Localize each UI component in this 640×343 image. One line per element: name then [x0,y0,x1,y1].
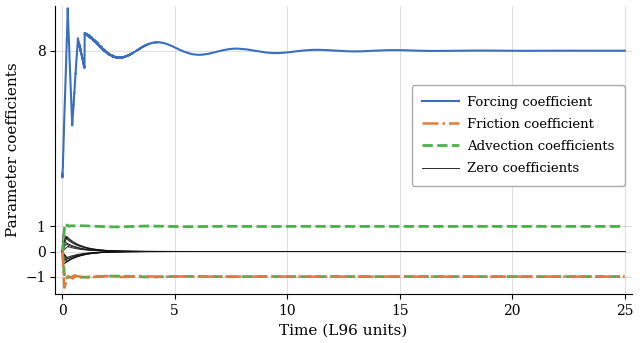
Forcing coefficient [424,49,432,53]
Forcing coefficient [521,49,529,53]
Advection coefficients [396,224,403,228]
Advection coefficients [61,222,68,226]
Forcing coefficient [58,172,66,176]
Friction coefficient [478,274,486,279]
Advection coefficients [424,224,432,228]
Advection coefficients [521,224,529,228]
Zero coefficients [478,249,486,253]
Y-axis label: Parameter coefficients: Parameter coefficients [6,62,20,237]
Advection coefficients [621,224,628,228]
Friction coefficient [58,249,66,253]
Friction coefficient [161,275,168,279]
Forcing coefficient [396,48,404,52]
Zero coefficients [424,249,432,253]
Advection coefficients [478,224,486,228]
Legend: Forcing coefficient, Friction coefficient, Advection coefficients, Zero coeffici: Forcing coefficient, Friction coefficien… [412,85,625,186]
Advection coefficients [161,224,168,228]
Zero coefficients [161,249,168,253]
Zero coefficients [58,249,66,253]
Forcing coefficient [273,51,281,55]
Zero coefficients [521,249,529,253]
Zero coefficients [60,232,67,236]
Friction coefficient [621,274,628,279]
Forcing coefficient [478,48,486,52]
Friction coefficient [58,249,66,253]
Zero coefficients [621,249,628,253]
Forcing coefficient [59,175,67,179]
Forcing coefficient [64,6,72,10]
Line: Forcing coefficient: Forcing coefficient [62,8,625,177]
Line: Friction coefficient: Friction coefficient [62,251,625,288]
Line: Advection coefficients: Advection coefficients [62,224,625,251]
Friction coefficient [396,274,404,279]
Forcing coefficient [621,49,628,53]
Line: Zero coefficients: Zero coefficients [62,234,625,251]
Friction coefficient [273,274,281,279]
Advection coefficients [273,224,281,228]
Advection coefficients [58,249,66,253]
Forcing coefficient [161,41,168,45]
Friction coefficient [521,274,529,279]
X-axis label: Time (L96 units): Time (L96 units) [279,323,408,338]
Zero coefficients [396,249,404,253]
Zero coefficients [273,249,281,253]
Zero coefficients [58,249,66,253]
Friction coefficient [424,274,432,279]
Friction coefficient [61,286,68,290]
